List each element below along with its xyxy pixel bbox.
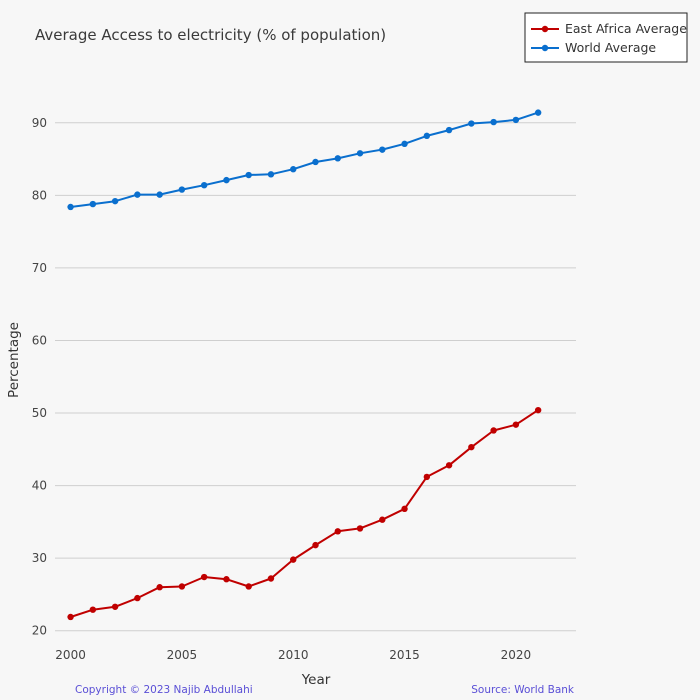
data-point-0-2000[interactable] bbox=[67, 613, 74, 621]
data-point-0-2005[interactable] bbox=[178, 583, 186, 590]
data-point-0-2017[interactable] bbox=[445, 462, 453, 469]
y-axis-title: Percentage bbox=[6, 322, 22, 398]
copyright-text: Copyright © 2023 Najib Abdullahi bbox=[75, 684, 253, 696]
series-layer bbox=[67, 109, 542, 621]
data-point-0-2013[interactable] bbox=[356, 525, 364, 532]
data-point-0-2002[interactable] bbox=[111, 603, 119, 610]
data-point-1-2008[interactable] bbox=[245, 171, 252, 179]
data-point-1-2019[interactable] bbox=[490, 118, 497, 126]
legend-box bbox=[524, 12, 688, 63]
y-tick-label-30: 30 bbox=[32, 551, 47, 565]
data-point-0-2008[interactable] bbox=[245, 583, 252, 590]
grid bbox=[55, 122, 576, 632]
data-point-1-2016[interactable] bbox=[423, 132, 431, 140]
data-point-1-2014[interactable] bbox=[379, 146, 386, 153]
x-axis-ticks: 2000 2005 2010 2015 2020 bbox=[55, 648, 531, 662]
data-point-1-2011[interactable] bbox=[312, 158, 319, 166]
x-tick-label-2020: 2020 bbox=[501, 648, 532, 662]
data-point-0-2006[interactable] bbox=[200, 573, 208, 581]
data-point-1-2021[interactable] bbox=[534, 109, 542, 116]
y-tick-label-50: 50 bbox=[32, 406, 47, 420]
data-point-1-2009[interactable] bbox=[267, 171, 275, 178]
legend-items: East Africa Average World Average bbox=[531, 21, 687, 55]
data-point-1-2002[interactable] bbox=[111, 197, 119, 205]
data-point-0-2010[interactable] bbox=[290, 556, 297, 563]
data-point-1-2004[interactable] bbox=[156, 191, 163, 198]
data-point-0-2011[interactable] bbox=[312, 541, 319, 549]
legend-label-1: World Average bbox=[565, 40, 656, 55]
data-point-1-2017[interactable] bbox=[445, 126, 453, 134]
data-point-1-2015[interactable] bbox=[401, 140, 408, 148]
series-line-1 bbox=[70, 111, 539, 208]
data-point-1-2006[interactable] bbox=[200, 182, 208, 189]
data-point-1-2010[interactable] bbox=[290, 166, 297, 173]
x-tick-label-2015: 2015 bbox=[389, 648, 420, 662]
data-point-1-2018[interactable] bbox=[468, 120, 475, 127]
y-tick-label-40: 40 bbox=[32, 479, 47, 493]
data-point-1-2013[interactable] bbox=[356, 150, 364, 157]
data-point-1-2007[interactable] bbox=[223, 176, 230, 184]
data-point-0-2012[interactable] bbox=[334, 528, 341, 535]
data-point-0-2020[interactable] bbox=[512, 421, 520, 428]
x-tick-label-2005: 2005 bbox=[167, 648, 198, 662]
chart-title: Average Access to electricity (% of popu… bbox=[35, 26, 386, 44]
data-point-0-2001[interactable] bbox=[89, 606, 97, 613]
y-tick-label-60: 60 bbox=[32, 333, 47, 347]
source-text: Source: World Bank bbox=[471, 684, 575, 696]
legend-swatch-marker-0 bbox=[541, 25, 549, 33]
series-line-0 bbox=[70, 409, 539, 618]
data-point-0-2015[interactable] bbox=[401, 505, 408, 513]
data-point-0-2019[interactable] bbox=[490, 427, 497, 434]
legend: East Africa Average World Average bbox=[524, 12, 688, 63]
data-point-0-2021[interactable] bbox=[534, 406, 542, 414]
data-point-1-2005[interactable] bbox=[178, 186, 186, 193]
series-0 bbox=[67, 406, 542, 621]
data-point-0-2016[interactable] bbox=[423, 473, 431, 481]
data-point-1-2001[interactable] bbox=[89, 200, 97, 208]
data-point-1-2012[interactable] bbox=[334, 155, 341, 162]
data-point-0-2007[interactable] bbox=[223, 576, 230, 583]
y-tick-label-20: 20 bbox=[32, 624, 47, 638]
data-point-1-2000[interactable] bbox=[67, 203, 74, 211]
legend-label-0: East Africa Average bbox=[565, 21, 687, 36]
data-point-1-2003[interactable] bbox=[134, 191, 141, 198]
y-axis-ticks: 20 30 40 50 60 70 80 90 bbox=[32, 116, 47, 638]
x-axis-title: Year bbox=[301, 672, 331, 688]
x-tick-label-2000: 2000 bbox=[55, 648, 86, 662]
data-point-0-2018[interactable] bbox=[468, 443, 475, 451]
y-tick-label-90: 90 bbox=[32, 116, 47, 130]
data-point-0-2004[interactable] bbox=[156, 584, 163, 591]
data-point-0-2009[interactable] bbox=[267, 575, 275, 582]
y-tick-label-80: 80 bbox=[32, 188, 47, 202]
series-1 bbox=[67, 109, 542, 211]
x-tick-label-2010: 2010 bbox=[278, 648, 309, 662]
legend-swatch-marker-1 bbox=[541, 44, 549, 52]
y-tick-label-70: 70 bbox=[32, 261, 47, 275]
data-point-0-2003[interactable] bbox=[134, 594, 141, 602]
data-point-0-2014[interactable] bbox=[379, 516, 386, 523]
data-point-1-2020[interactable] bbox=[512, 116, 520, 124]
